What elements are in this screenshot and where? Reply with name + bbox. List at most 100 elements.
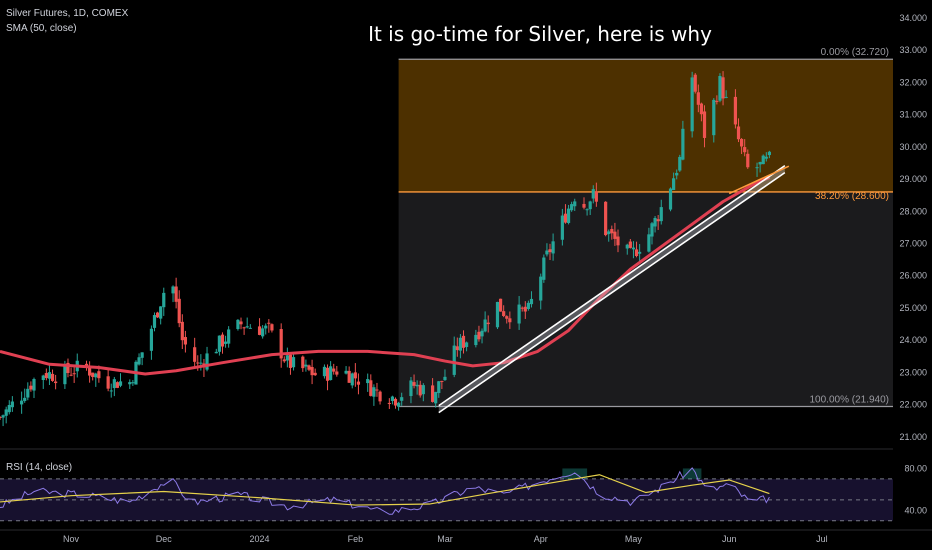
candle-body <box>369 380 373 396</box>
candle-body <box>505 316 509 319</box>
candle-body <box>44 373 48 379</box>
candle-body <box>418 384 422 396</box>
candle-body <box>668 188 673 210</box>
candle-body <box>7 404 11 413</box>
fib-level-label: 38.20% (28.600) <box>815 191 889 202</box>
candle-body <box>718 76 722 101</box>
candle-body <box>412 382 416 386</box>
candle-body <box>205 353 209 370</box>
time-axis-tick: Apr <box>534 534 548 544</box>
candle-body <box>390 396 395 401</box>
candle-body <box>656 219 660 222</box>
candle-body <box>97 371 101 379</box>
price-axis-tick: 29.000 <box>899 174 927 184</box>
candle-body <box>502 311 506 316</box>
candle-body <box>588 201 592 210</box>
candle-body <box>193 347 197 362</box>
trendline-upper <box>438 164 786 407</box>
candle-body <box>647 234 651 252</box>
candle-body <box>397 402 401 407</box>
candle-body <box>236 319 240 330</box>
candle-body <box>764 156 768 159</box>
trendline-channel-fill <box>438 165 785 413</box>
time-axis-tick: Nov <box>63 534 80 544</box>
candle-body <box>675 172 679 176</box>
symbol-label[interactable]: Silver Futures, 1D, COMEX <box>6 8 129 19</box>
candle-body <box>594 191 598 202</box>
candle-body <box>712 99 716 136</box>
candle-body <box>607 231 611 235</box>
candle-body <box>171 286 175 294</box>
candle-body <box>242 327 246 329</box>
candle-body <box>322 366 327 377</box>
candle-body <box>495 301 500 328</box>
candle-body <box>582 203 586 208</box>
candle-body <box>183 337 187 345</box>
candle-body <box>437 381 441 394</box>
time-axis-tick: Jul <box>816 534 828 544</box>
sma-50-line <box>0 176 770 376</box>
candle-body <box>743 147 747 153</box>
candle-body <box>29 385 33 390</box>
candle-body <box>480 330 484 337</box>
candle-body <box>653 217 657 227</box>
candle-body <box>329 366 333 381</box>
sma-legend-label[interactable]: SMA (50, close) <box>6 23 77 34</box>
price-axis-tick: 21.000 <box>899 432 927 442</box>
price-axis-tick: 32.000 <box>899 77 927 87</box>
candle-body <box>131 382 135 384</box>
candle-body <box>415 384 419 387</box>
candle-body <box>672 178 676 191</box>
candle-body <box>498 298 503 312</box>
candle-body <box>152 315 157 328</box>
price-axis-tick: 22.000 <box>899 400 927 410</box>
candle-body <box>282 359 286 362</box>
candle-body <box>88 367 92 376</box>
candle-body <box>137 357 141 365</box>
candle-body <box>585 209 589 211</box>
candle-body <box>520 307 524 309</box>
candle-body <box>66 362 70 374</box>
candle-body <box>106 376 110 389</box>
candle-body <box>332 368 336 372</box>
candle-body <box>409 380 413 397</box>
candle-body <box>393 398 398 406</box>
candle-body <box>270 324 274 331</box>
candle-body <box>267 322 271 324</box>
candle-body <box>50 373 55 381</box>
candle-body <box>4 409 8 416</box>
candle-body <box>261 328 265 337</box>
candle-body <box>755 167 759 169</box>
candle-body <box>307 365 311 370</box>
candle-body <box>739 139 744 147</box>
candle-body <box>508 318 512 323</box>
price-axis-tick: 31.000 <box>899 110 927 120</box>
candle-body <box>41 375 45 381</box>
candle-body <box>724 96 728 98</box>
candle-body <box>746 153 750 168</box>
candle-body <box>313 372 317 376</box>
candle-body <box>214 351 218 354</box>
rsi-overbought-zone <box>682 468 702 479</box>
fib-level-label: 0.00% (32.720) <box>821 47 889 58</box>
candle-body <box>344 370 348 374</box>
candle-body <box>63 365 67 385</box>
rsi-legend-label[interactable]: RSI (14, close) <box>6 462 73 473</box>
candle-body <box>140 352 144 358</box>
chart-title: It is go-time for Silver, here is why <box>368 22 712 46</box>
candle-body <box>162 292 166 308</box>
candle-body <box>659 207 663 222</box>
time-axis-tick: Mar <box>437 534 453 544</box>
candle-body <box>350 373 354 386</box>
candle-body <box>464 342 469 347</box>
candles-group <box>0 71 772 427</box>
candle-body <box>128 382 132 385</box>
candle-body <box>91 372 95 377</box>
candle-body <box>761 155 765 165</box>
candle-body <box>678 156 682 171</box>
candle-body <box>400 397 404 401</box>
candle-body <box>196 362 200 364</box>
candle-body <box>220 334 225 347</box>
candle-body <box>486 322 490 325</box>
